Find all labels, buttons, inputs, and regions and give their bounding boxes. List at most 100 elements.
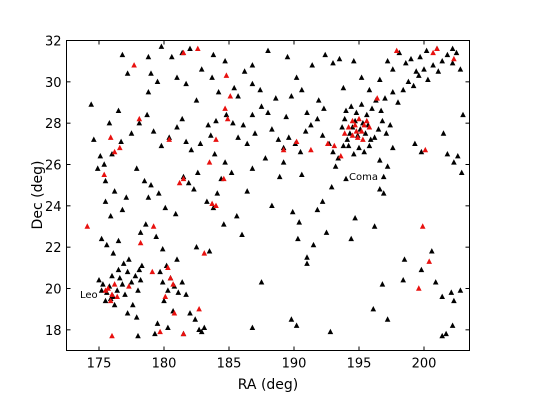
- black-point: [126, 256, 132, 262]
- black-point: [221, 221, 227, 227]
- black-point: [174, 256, 180, 262]
- black-point: [158, 43, 165, 49]
- x-tick-label: 180: [152, 357, 177, 372]
- black-point: [367, 136, 374, 142]
- red-point: [114, 293, 120, 299]
- black-point: [169, 53, 175, 60]
- black-point: [351, 150, 357, 157]
- black-point: [455, 153, 461, 159]
- y-tick-label: 26: [45, 159, 62, 174]
- black-point: [123, 194, 130, 200]
- black-point: [209, 74, 215, 80]
- black-point: [133, 165, 140, 171]
- black-point: [98, 287, 105, 293]
- black-point: [187, 45, 193, 51]
- black-point: [280, 159, 287, 165]
- black-point: [148, 70, 154, 76]
- black-point: [244, 188, 250, 194]
- black-point: [235, 134, 241, 140]
- red-point: [358, 128, 365, 134]
- x-tick-label: 190: [282, 357, 307, 372]
- red-point: [136, 115, 143, 122]
- y-tick-label: 18: [45, 324, 62, 339]
- black-point: [343, 175, 349, 182]
- black-point: [457, 287, 464, 293]
- black-point: [276, 173, 283, 180]
- red-point: [354, 134, 361, 140]
- red-point: [165, 264, 171, 271]
- black-point: [358, 74, 365, 80]
- black-point: [228, 169, 235, 175]
- y-tick-label: 30: [45, 76, 62, 91]
- black-point: [252, 130, 258, 136]
- black-point: [358, 101, 365, 107]
- black-point: [315, 97, 322, 103]
- red-point: [416, 285, 422, 291]
- red-point: [426, 258, 432, 264]
- black-point: [193, 243, 200, 250]
- black-point: [269, 202, 275, 209]
- black-point: [314, 115, 321, 122]
- black-point: [249, 111, 256, 118]
- black-point: [370, 305, 377, 312]
- red-point: [356, 115, 362, 122]
- black-point: [157, 268, 163, 275]
- black-point: [283, 113, 289, 120]
- red-point: [360, 136, 366, 142]
- black-point: [198, 66, 205, 72]
- black-point: [98, 235, 105, 242]
- x-axis-label: RA (deg): [238, 377, 299, 393]
- black-point: [205, 122, 211, 128]
- black-point: [97, 153, 104, 159]
- black-point: [352, 215, 358, 221]
- red-point: [349, 117, 356, 124]
- black-point: [341, 115, 348, 122]
- black-point: [449, 45, 456, 51]
- black-point: [135, 332, 141, 339]
- black-point: [408, 55, 414, 62]
- black-point: [183, 80, 189, 87]
- black-point: [377, 76, 383, 82]
- black-point: [421, 66, 427, 72]
- plot-frame: [66, 40, 470, 351]
- red-point: [180, 330, 187, 337]
- black-point: [191, 186, 197, 192]
- red-point: [201, 250, 208, 256]
- black-point: [102, 198, 109, 204]
- black-point: [128, 130, 135, 136]
- y-tick-label: 32: [45, 35, 62, 50]
- red-point: [180, 49, 187, 56]
- black-point: [122, 291, 128, 297]
- black-point: [258, 103, 265, 109]
- black-point: [382, 95, 388, 101]
- black-point: [210, 51, 217, 58]
- red-point: [107, 134, 114, 140]
- black-point: [172, 210, 179, 217]
- black-point: [390, 66, 396, 72]
- black-point: [143, 221, 149, 227]
- black-point: [91, 136, 97, 142]
- black-point: [410, 82, 417, 89]
- black-point: [136, 266, 143, 273]
- black-point: [330, 148, 336, 155]
- black-point: [339, 124, 345, 130]
- black-point: [192, 316, 198, 322]
- black-point: [136, 119, 143, 126]
- black-point: [390, 88, 396, 95]
- black-point: [328, 184, 335, 190]
- black-point: [119, 51, 126, 58]
- black-point: [384, 57, 391, 64]
- black-point: [435, 68, 442, 74]
- black-point: [440, 130, 447, 136]
- black-point: [206, 248, 213, 254]
- black-point: [144, 111, 150, 118]
- black-point: [111, 301, 118, 308]
- black-point: [215, 88, 222, 95]
- black-point: [353, 109, 360, 116]
- red-point: [422, 146, 429, 153]
- y-axis-ticks: 18 20 22 24 26 28 30 32: [45, 35, 470, 339]
- black-point: [235, 93, 241, 99]
- black-point: [413, 68, 419, 74]
- black-point: [223, 111, 230, 118]
